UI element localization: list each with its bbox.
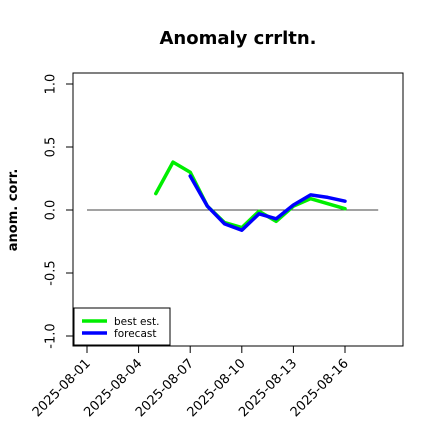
y-tick-label: -0.5 (44, 260, 59, 285)
series-line-forecast (188, 174, 347, 232)
legend-box (73, 307, 171, 346)
y-axis-label: anom. corr. (6, 169, 21, 252)
plot-area (87, 160, 379, 232)
series-line-best-est (154, 160, 347, 230)
y-tick-label: 0.5 (44, 137, 59, 158)
y-tick-label: 1.0 (44, 74, 59, 95)
x-axis: 2025-08-012025-08-042025-08-072025-08-10… (30, 346, 352, 420)
legend-label: forecast (114, 328, 156, 340)
legend-label: best est. (114, 316, 159, 328)
chart-title: Anomaly crrltn. (159, 28, 316, 49)
y-axis: -1.0 -0.5 0.0 0.5 1.0 (44, 74, 73, 349)
legend: best est.forecast (73, 307, 171, 346)
y-tick-label: 0.0 (44, 200, 59, 221)
y-tick-label: -1.0 (44, 323, 59, 348)
